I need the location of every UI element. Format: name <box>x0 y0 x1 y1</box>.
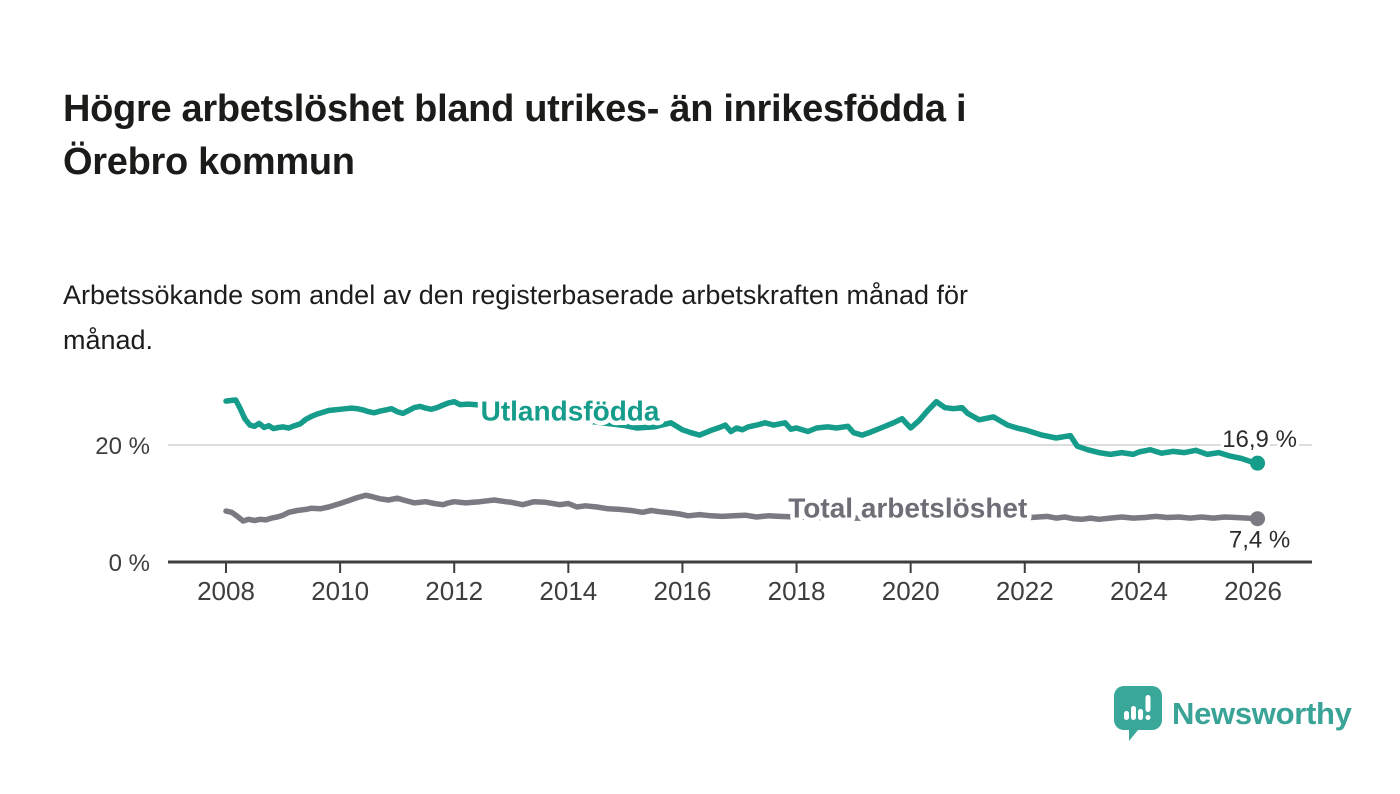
newsworthy-speech-bubble-chart-icon <box>1114 686 1162 741</box>
x-tick-label: 2008 <box>197 576 255 606</box>
x-tick-label: 2020 <box>882 576 940 606</box>
y-tick-label: 20 % <box>95 433 150 460</box>
x-tick-label: 2026 <box>1224 576 1282 606</box>
series-label: Utlandsfödda <box>481 396 660 427</box>
series-line-utlandsf-dda <box>223 397 1261 466</box>
x-tick-label: 2014 <box>539 576 597 606</box>
series-end-dot <box>1250 455 1266 471</box>
newsworthy-logo: Newsworthy <box>1113 685 1352 742</box>
x-tick-label: 2010 <box>311 576 369 606</box>
newsworthy-logo-text: Newsworthy <box>1172 695 1352 731</box>
end-value-label: 7,4 % <box>1229 527 1290 554</box>
series-end-dot <box>1250 511 1266 527</box>
x-tick-label: 2022 <box>996 576 1054 606</box>
x-tick-label: 2016 <box>654 576 712 606</box>
x-tick-label: 2012 <box>425 576 483 606</box>
page-title: Högre arbetslöshet bland utrikes- än inr… <box>63 88 967 183</box>
chart-subtitle: Arbetssökande som andel av den registerb… <box>63 280 969 355</box>
end-value-label: 16,9 % <box>1222 426 1297 453</box>
x-tick-label: 2024 <box>1110 576 1168 606</box>
y-tick-label: 0 % <box>109 550 150 577</box>
series-line-total-arbetsl-shet <box>223 492 1261 524</box>
x-tick-label: 2018 <box>768 576 826 606</box>
series-label: Total arbetslöshet <box>788 493 1027 524</box>
